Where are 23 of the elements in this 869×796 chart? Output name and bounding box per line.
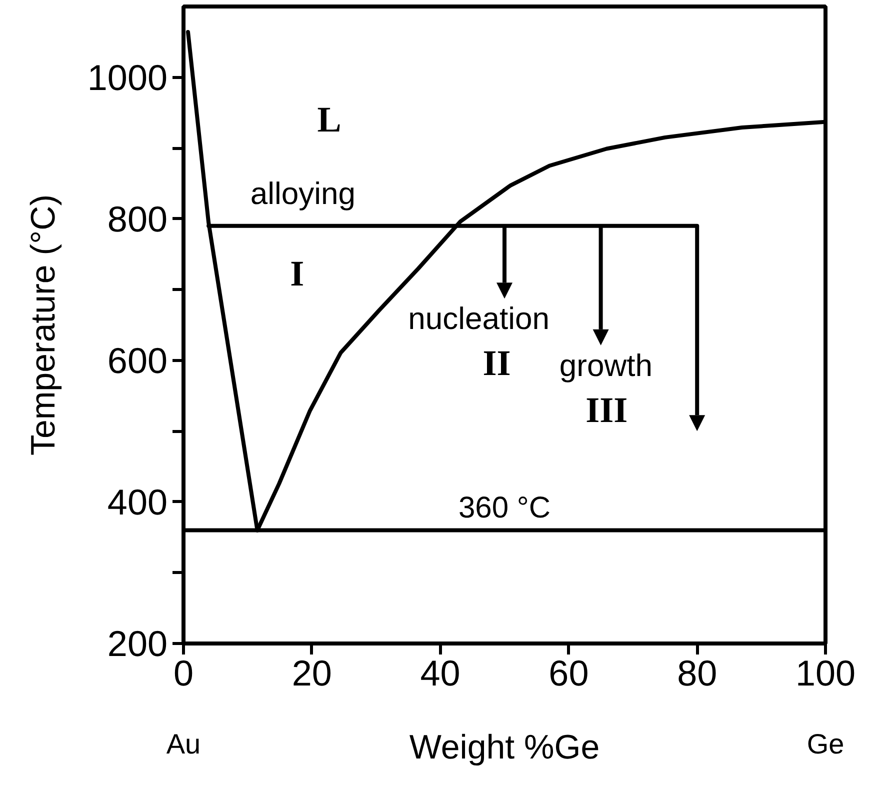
y-tick-label: 800 (107, 198, 168, 240)
annotation: III (586, 390, 628, 430)
x-tick-label: 80 (677, 652, 718, 694)
text: Ge (806, 728, 844, 760)
ref-line-label: 360 °C (458, 491, 551, 524)
annotation: L (317, 100, 342, 140)
x-tick-label: 40 (420, 652, 460, 694)
annotation: nucleation (408, 301, 550, 336)
annotation: I (290, 253, 304, 294)
y-tick-label: 600 (107, 340, 168, 381)
y-tick-label: 400 (107, 481, 168, 522)
y-tick-label: 1000 (87, 56, 168, 98)
x-tick-label: 60 (548, 652, 589, 694)
annotation: alloying (250, 176, 356, 211)
annotation: growth (559, 348, 652, 383)
y-tick-label: 200 (107, 623, 168, 664)
y-axis-title: Temperature (°C) (24, 194, 62, 456)
annotation: II (482, 343, 511, 384)
x-tick-label: 100 (795, 652, 856, 694)
x-axis-title: Weight %Ge (409, 728, 600, 766)
x-tick-label: 20 (292, 652, 332, 694)
x-tick-label: 0 (173, 652, 194, 694)
text: Au (166, 728, 201, 760)
